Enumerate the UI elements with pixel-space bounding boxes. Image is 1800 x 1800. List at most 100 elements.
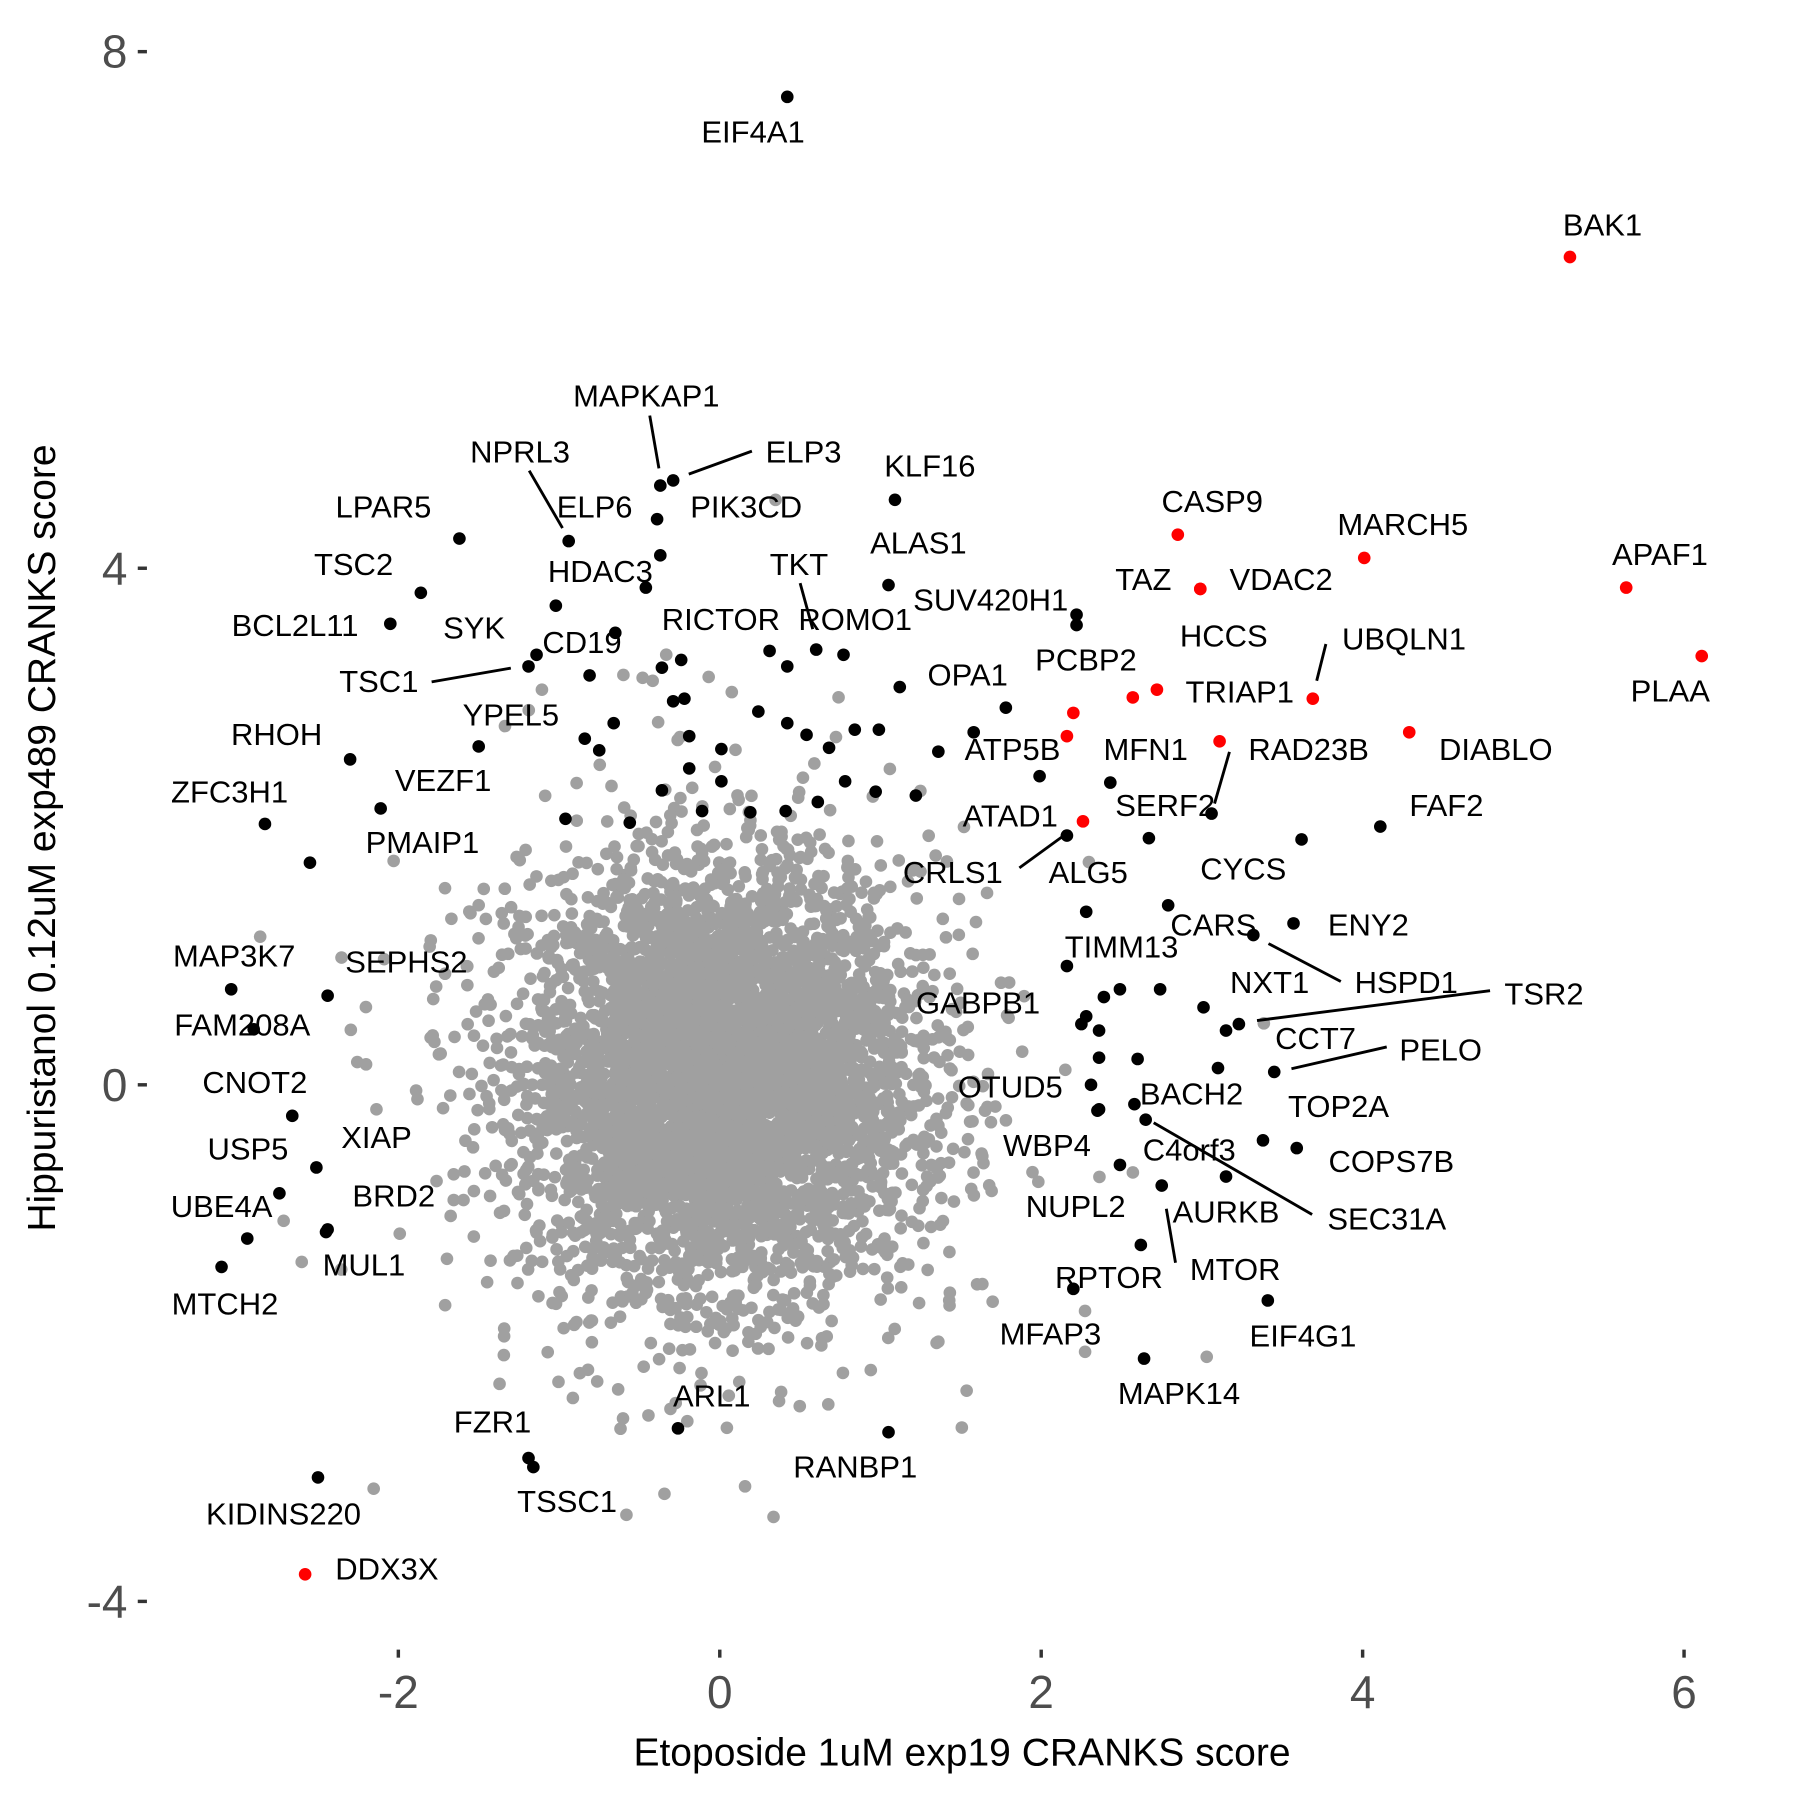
background-point xyxy=(729,1014,742,1028)
background-point xyxy=(754,829,768,842)
background-point xyxy=(1026,1165,1039,1179)
background-point xyxy=(719,908,733,921)
background-point xyxy=(523,1151,537,1164)
background-point xyxy=(720,1093,734,1106)
background-point xyxy=(377,952,391,966)
background-point xyxy=(350,1055,364,1069)
background-point xyxy=(885,1126,899,1139)
background-point xyxy=(517,1167,530,1181)
background-point xyxy=(720,837,733,851)
background-point xyxy=(824,1170,837,1183)
background-point xyxy=(613,1310,627,1323)
background-point xyxy=(616,1100,630,1114)
background-point xyxy=(619,909,632,923)
background-point xyxy=(885,1077,898,1091)
background-point xyxy=(683,1205,696,1218)
background-point xyxy=(769,1044,782,1057)
background-point xyxy=(945,1090,959,1104)
background-point xyxy=(712,954,725,968)
background-point xyxy=(732,879,746,893)
background-point xyxy=(533,1219,546,1232)
background-point xyxy=(741,949,754,963)
background-point xyxy=(795,1235,808,1248)
background-point xyxy=(797,1102,811,1116)
background-point xyxy=(460,959,474,973)
background-point xyxy=(663,879,676,892)
background-point xyxy=(890,1006,903,1020)
background-point xyxy=(836,1206,850,1220)
background-point xyxy=(605,779,618,793)
background-point xyxy=(617,1156,631,1170)
background-point xyxy=(945,1063,958,1077)
background-point xyxy=(952,928,966,942)
background-point xyxy=(899,926,912,939)
background-point xyxy=(620,1508,633,1522)
background-point xyxy=(495,1168,509,1182)
background-point xyxy=(837,944,851,958)
background-point xyxy=(910,892,924,905)
background-point xyxy=(569,1025,582,1038)
background-point xyxy=(675,805,688,818)
background-point xyxy=(583,1101,597,1114)
background-point xyxy=(815,881,828,895)
background-point xyxy=(742,1137,756,1150)
background-point xyxy=(812,1122,826,1136)
background-point xyxy=(967,1189,981,1202)
background-point xyxy=(581,944,595,957)
background-point xyxy=(832,691,845,704)
background-point xyxy=(708,760,722,774)
background-point xyxy=(578,1054,592,1068)
background-point xyxy=(411,1092,424,1106)
background-point xyxy=(881,1282,895,1295)
background-point xyxy=(664,1053,678,1067)
background-point xyxy=(754,853,768,867)
background-point xyxy=(664,1402,677,1416)
background-point xyxy=(466,1141,480,1154)
background-point xyxy=(852,968,866,981)
background-point xyxy=(737,1124,751,1137)
background-point xyxy=(644,1336,658,1350)
background-point xyxy=(955,1421,969,1434)
background-point xyxy=(581,891,595,904)
background-point xyxy=(548,908,561,922)
background-point xyxy=(857,990,871,1004)
background-point xyxy=(803,1279,817,1292)
background-point xyxy=(650,998,664,1011)
background-point xyxy=(842,834,855,848)
background-point xyxy=(800,1336,814,1350)
background-point xyxy=(803,995,817,1009)
background-point xyxy=(436,1101,450,1115)
background-point xyxy=(980,886,994,900)
background-point xyxy=(813,1180,826,1193)
background-point xyxy=(863,1067,877,1080)
background-point xyxy=(740,1069,753,1083)
background-point xyxy=(536,993,550,1007)
background-point xyxy=(770,1120,784,1134)
background-point xyxy=(921,1263,934,1277)
background-point xyxy=(640,1283,654,1297)
background-point xyxy=(559,1014,573,1028)
background-point xyxy=(885,1240,899,1253)
background-point xyxy=(641,1262,655,1275)
background-point xyxy=(560,936,573,950)
background-point xyxy=(689,1320,703,1334)
background-point xyxy=(884,926,897,939)
background-point xyxy=(817,1288,830,1302)
background-point xyxy=(673,1199,687,1213)
background-point xyxy=(467,1029,481,1043)
background-point xyxy=(722,1189,736,1202)
background-point xyxy=(707,964,721,978)
background-point xyxy=(567,1273,581,1287)
background-point xyxy=(452,1065,466,1079)
background-point xyxy=(617,1144,631,1158)
background-point xyxy=(511,1108,525,1122)
background-point xyxy=(697,819,710,832)
background-point xyxy=(888,1032,902,1045)
background-point xyxy=(642,1186,655,1199)
background-point xyxy=(844,1017,858,1031)
background-point xyxy=(827,886,841,899)
background-gene-points xyxy=(253,493,1271,1524)
background-point xyxy=(738,1229,751,1243)
background-point xyxy=(387,854,400,868)
background-point xyxy=(694,1379,707,1392)
